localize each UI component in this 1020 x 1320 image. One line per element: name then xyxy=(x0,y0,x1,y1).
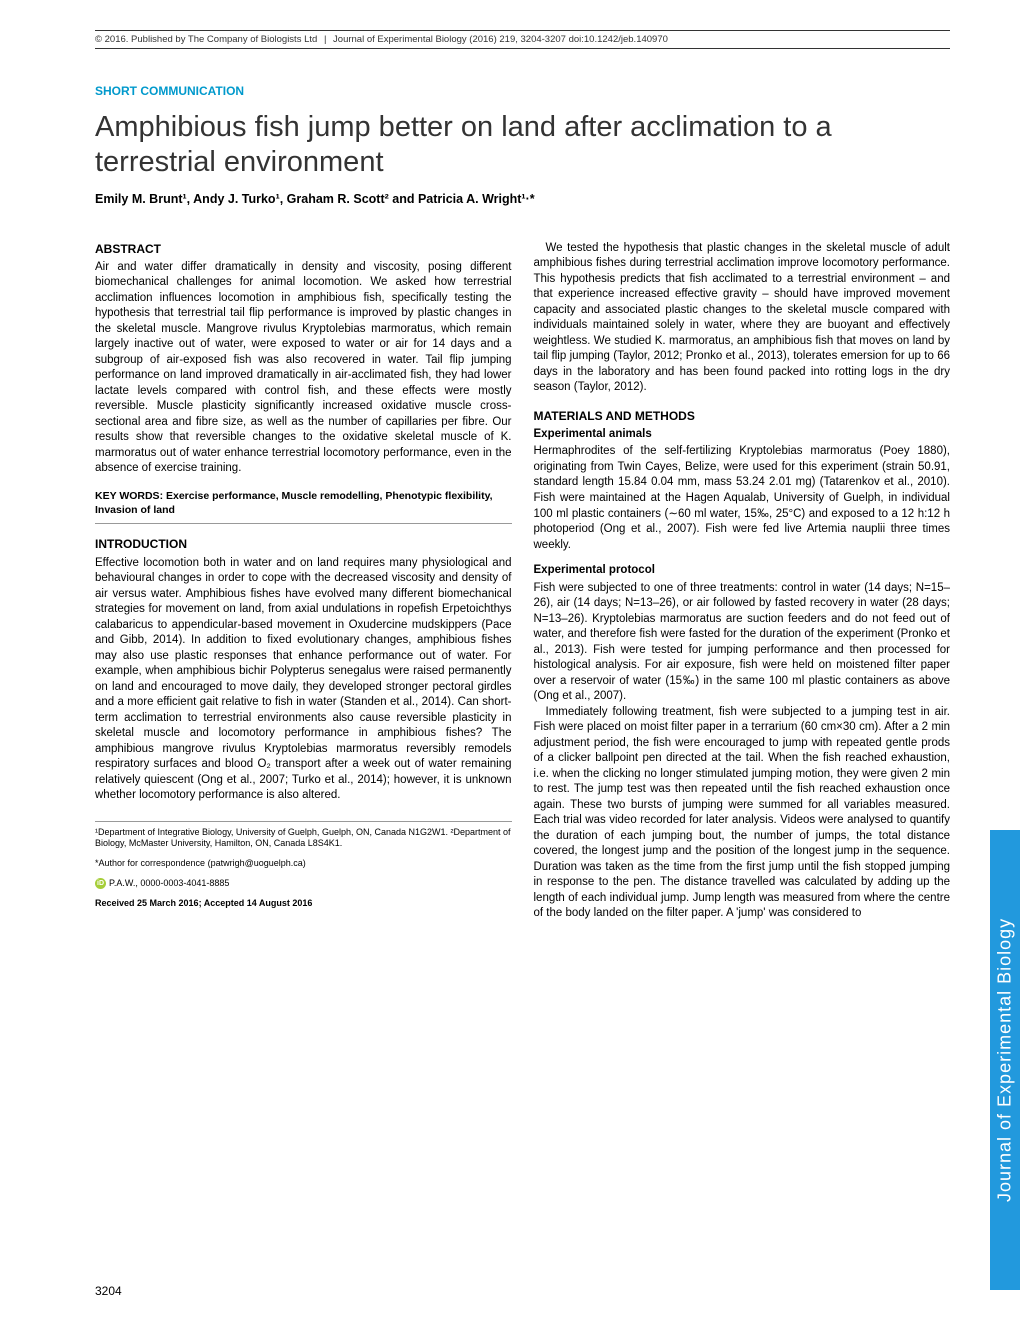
experimental-protocol-heading: Experimental protocol xyxy=(534,563,951,579)
journal-info: Journal of Experimental Biology (2016) 2… xyxy=(333,34,668,45)
intro-continuation: We tested the hypothesis that plastic ch… xyxy=(534,241,951,396)
footer-section: ¹Department of Integrative Biology, Univ… xyxy=(95,821,512,909)
authors-list: Emily M. Brunt¹, Andy J. Turko¹, Graham … xyxy=(95,192,950,206)
journal-side-tab: Journal of Experimental Biology xyxy=(990,830,1020,1290)
article-title: Amphibious fish jump better on land afte… xyxy=(95,110,950,180)
introduction-para1: Effective locomotion both in water and o… xyxy=(95,556,512,804)
article-type: SHORT COMMUNICATION xyxy=(95,84,950,98)
experimental-animals-text: Hermaphrodites of the self-fertilizing K… xyxy=(534,444,951,553)
received-accepted: Received 25 March 2016; Accepted 14 Augu… xyxy=(95,898,512,910)
content-columns: ABSTRACT Air and water differ dramatical… xyxy=(95,241,950,922)
divider xyxy=(95,523,512,524)
logo-bottom-text: Biologists xyxy=(967,0,1020,1)
orcid-line: iD P.A.W., 0000-0003-4041-8885 xyxy=(95,878,512,890)
experimental-animals-heading: Experimental animals xyxy=(534,427,951,443)
affiliations: ¹Department of Integrative Biology, Univ… xyxy=(95,827,512,850)
header-bar: © 2016. Published by The Company of Biol… xyxy=(95,30,950,49)
experimental-protocol-text1: Fish were subjected to one of three trea… xyxy=(534,581,951,705)
introduction-heading: INTRODUCTION xyxy=(95,536,512,552)
publisher-logo: The Company of Biologists xyxy=(967,0,1020,1)
left-column: ABSTRACT Air and water differ dramatical… xyxy=(95,241,512,922)
orcid-icon: iD xyxy=(95,878,106,889)
page-number: 3204 xyxy=(95,1284,122,1298)
keywords: KEY WORDS: Exercise performance, Muscle … xyxy=(95,489,512,517)
abstract-heading: ABSTRACT xyxy=(95,241,512,257)
correspondence: *Author for correspondence (patwrigh@uog… xyxy=(95,858,512,870)
copyright-text: © 2016. Published by The Company of Biol… xyxy=(95,34,317,45)
abstract-text: Air and water differ dramatically in den… xyxy=(95,260,512,477)
experimental-protocol-text2: Immediately following treatment, fish we… xyxy=(534,705,951,922)
orcid-id: P.A.W., 0000-0003-4041-8885 xyxy=(109,878,229,890)
right-column: We tested the hypothesis that plastic ch… xyxy=(534,241,951,922)
methods-heading: MATERIALS AND METHODS xyxy=(534,408,951,424)
copyright-journal: © 2016. Published by The Company of Biol… xyxy=(95,34,668,45)
